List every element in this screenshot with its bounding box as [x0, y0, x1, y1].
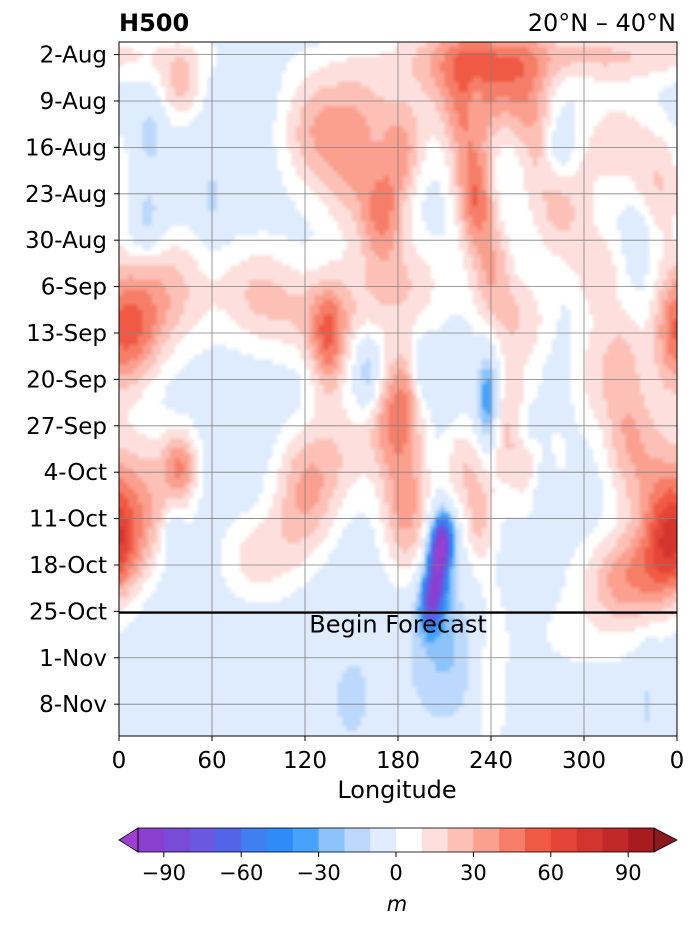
y-tick-label: 6-Sep — [41, 275, 107, 301]
y-tick-label: 30-Aug — [25, 228, 107, 254]
colorbar-segment — [241, 828, 268, 852]
colorbar-tick-label: 30 — [460, 861, 487, 885]
colorbar-segment — [189, 828, 216, 852]
y-tick-label: 1-Nov — [39, 646, 107, 672]
colorbar-tick-label: −30 — [296, 861, 340, 885]
y-tick-label: 4-Oct — [44, 460, 107, 486]
y-tick-label: 18-Oct — [29, 553, 107, 579]
colorbar-tick-label: 90 — [615, 861, 642, 885]
colorbar-label: m — [387, 892, 407, 916]
x-tick-label: 120 — [283, 748, 327, 774]
colorbar-tick-label: −60 — [219, 861, 263, 885]
colorbar-segment — [576, 828, 603, 852]
colorbar-tick-label: −90 — [142, 861, 186, 885]
y-tick-label: 23-Aug — [25, 182, 107, 208]
forecast-label: Begin Forecast — [309, 611, 487, 639]
chart-title-left: H500 — [119, 9, 189, 37]
chart-title-right: 20°N – 40°N — [528, 9, 676, 37]
colorbar-tick-label: 60 — [537, 861, 564, 885]
grid-lines — [118, 42, 678, 736]
colorbar-extend-high — [653, 827, 678, 853]
y-tick-label: 9-Aug — [40, 89, 107, 115]
colorbar-extend-low — [118, 827, 139, 853]
x-axis-label: Longitude — [337, 776, 456, 804]
colorbar-tick-label: 0 — [389, 861, 402, 885]
colorbar-segment — [292, 828, 320, 852]
colorbar-segment — [370, 828, 397, 852]
y-tick-label: 11-Oct — [29, 507, 107, 533]
y-tick-label: 25-Oct — [29, 599, 107, 625]
colorbar-segment — [499, 828, 526, 852]
x-tick-label: 0 — [112, 748, 127, 774]
x-tick-label: 180 — [376, 748, 420, 774]
y-tick-label: 8-Nov — [39, 692, 107, 718]
y-tick-label: 2-Aug — [40, 43, 107, 69]
colorbar-segment — [602, 828, 629, 852]
colorbar-segment — [473, 828, 500, 852]
colorbar-segment — [396, 828, 423, 852]
colorbar-segment — [421, 828, 449, 852]
x-axis: 0 60 120 180 240 300 0 — [112, 736, 685, 774]
colorbar-segment — [344, 828, 371, 852]
colorbar: −90 −60 −30 0 30 60 90 — [118, 827, 678, 885]
x-tick-label: 0 — [670, 748, 685, 774]
colorbar-segment — [628, 828, 655, 852]
y-tick-label: 16-Aug — [25, 135, 107, 161]
colorbar-segment — [447, 828, 474, 852]
colorbar-segment — [550, 828, 578, 852]
y-tick-label: 27-Sep — [26, 414, 107, 440]
colorbar-segment — [525, 828, 552, 852]
colorbar-segment — [318, 828, 345, 852]
colorbar-segment — [215, 828, 242, 852]
y-tick-label: 20-Sep — [26, 367, 107, 393]
colorbar-segment — [267, 828, 294, 852]
x-tick-label: 300 — [562, 748, 606, 774]
y-axis: 2-Aug 9-Aug 16-Aug 23-Aug 30-Aug 6-Sep 13-Sep 2… — [25, 43, 119, 718]
x-tick-label: 240 — [469, 748, 513, 774]
x-tick-label: 60 — [197, 748, 226, 774]
colorbar-segment — [163, 828, 191, 852]
y-tick-label: 13-Sep — [26, 321, 107, 347]
forecast-line-group: Begin Forecast — [119, 611, 677, 639]
colorbar-segment — [138, 828, 165, 852]
